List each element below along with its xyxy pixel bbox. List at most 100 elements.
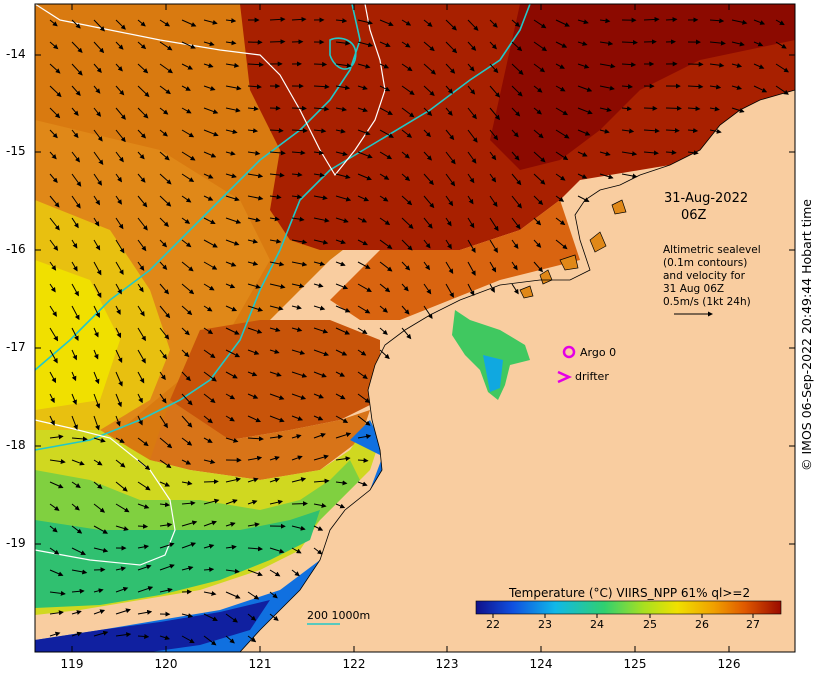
argo-marker (562, 345, 576, 359)
velocity-arrow (489, 107, 501, 121)
velocity-arrow (269, 216, 280, 222)
velocity-arrow (181, 261, 194, 272)
velocity-arrow (291, 261, 308, 267)
velocity-arrow (137, 371, 145, 384)
velocity-arrow (533, 173, 546, 185)
velocity-arrow (555, 173, 566, 181)
velocity-arrow (643, 105, 658, 111)
lat-label: -18 (6, 438, 26, 452)
velocity-arrow (445, 107, 453, 116)
velocity-arrow (269, 415, 285, 423)
velocity-arrow (115, 305, 121, 315)
velocity-arrow (379, 217, 391, 226)
velocity-arrow (159, 481, 171, 487)
velocity-arrow (49, 129, 58, 139)
velocity-arrow (357, 305, 371, 314)
velocity-arrow (313, 150, 325, 156)
velocity-arrow (467, 261, 476, 276)
lon-ticks (71, 4, 730, 652)
velocity-arrow (313, 525, 324, 531)
velocity-arrow (115, 393, 122, 408)
velocity-arrow (203, 63, 214, 68)
velocity-arrow (93, 393, 101, 409)
velocity-arrow (577, 41, 588, 46)
velocity-arrow (533, 107, 542, 115)
velocity-arrow (291, 327, 303, 332)
lon-label: 121 (248, 657, 272, 671)
velocity-arrow (247, 217, 261, 223)
velocity-arrow (137, 609, 153, 615)
velocity-arrow (401, 41, 411, 48)
velocity-arrow (423, 217, 433, 229)
velocity-arrow (621, 39, 638, 45)
velocity-arrow (71, 19, 81, 29)
velocity-arrow (269, 477, 280, 483)
velocity-arrow (159, 129, 168, 137)
velocity-arrow (577, 195, 590, 202)
velocity-arrow (511, 217, 521, 230)
velocity-arrow (181, 283, 195, 295)
velocity-arrow (203, 195, 214, 201)
velocity-arrow (115, 566, 127, 572)
velocity-arrow (137, 63, 149, 74)
velocity-arrow (159, 459, 172, 469)
velocity-arrow (489, 173, 497, 183)
velocity-arrow (489, 239, 498, 253)
colorbar-ticks (492, 614, 754, 618)
legend-line: and velocity for (663, 270, 745, 282)
velocity-arrow (71, 195, 81, 209)
velocity-arrow (225, 129, 238, 135)
velocity-arrow (115, 283, 122, 295)
colorbar-tick-label: 23 (538, 618, 552, 631)
velocity-arrow (467, 41, 477, 51)
lat-label: -19 (6, 536, 26, 550)
colorbar-tick-label: 24 (590, 618, 604, 631)
velocity-arrow (225, 499, 238, 505)
colorbar-frame (475, 600, 782, 615)
velocity-arrow (489, 41, 497, 50)
velocity-arrow (401, 19, 412, 26)
velocity-arrow (71, 393, 77, 405)
velocity-arrow (71, 283, 79, 297)
velocity-arrow (115, 239, 125, 254)
velocity-arrow (203, 305, 213, 312)
velocity-arrow (709, 128, 722, 134)
velocity-arrow (313, 261, 326, 267)
velocity-arrow (71, 349, 77, 361)
velocity-arrow (445, 63, 456, 74)
velocity-arrow (115, 261, 124, 276)
velocity-arrow (687, 128, 699, 134)
velocity-arrow (269, 194, 282, 200)
buccaneer-islands (519, 199, 627, 299)
velocity-arrow (159, 349, 168, 360)
velocity-arrow (467, 63, 475, 72)
velocity-arrow (115, 608, 131, 615)
velocity-arrow (93, 261, 102, 276)
velocity-arrow (181, 415, 193, 428)
velocity-arrow (313, 282, 324, 288)
velocity-arrow (313, 172, 325, 178)
velocity-arrow (203, 107, 219, 114)
velocity-arrow (357, 151, 373, 159)
velocity-arrow (159, 371, 166, 381)
velocity-arrow (225, 261, 237, 267)
velocity-arrow (269, 238, 282, 244)
velocity-arrow (731, 85, 743, 90)
velocity-arrow (225, 173, 237, 179)
velocity-arrow (313, 478, 330, 484)
velocity-arrow (49, 371, 57, 384)
velocity-arrow (335, 40, 351, 46)
velocity-arrow (511, 283, 519, 295)
velocity-arrow (71, 547, 86, 555)
velocity-arrow (115, 217, 124, 230)
velocity-arrow (159, 63, 173, 74)
velocity-arrow (269, 128, 284, 134)
velocity-arrow (423, 283, 432, 295)
velocity-arrow (181, 107, 192, 114)
velocity-arrow (225, 85, 242, 91)
velocity-arrow (225, 568, 240, 574)
velocity-arrow (159, 437, 173, 449)
velocity-arrow (335, 106, 347, 112)
velocity-arrow (203, 635, 217, 646)
velocity-arrow (731, 19, 748, 25)
